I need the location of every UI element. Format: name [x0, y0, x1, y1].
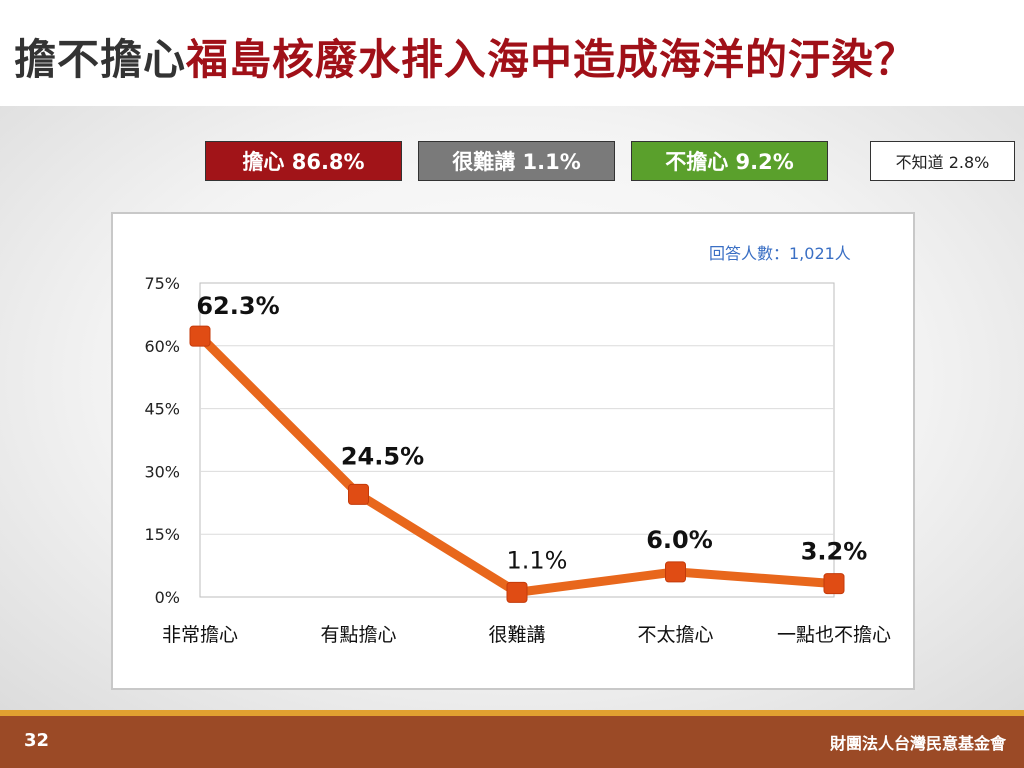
summary-unknown-box: 不知道 2.8%: [870, 141, 1015, 181]
title-part-2: 福島核廢水排入海中造成海洋的汙染？: [186, 35, 918, 84]
data-label: 62.3%: [196, 292, 279, 320]
footer-stripe: [0, 710, 1024, 716]
x-tick-label: 很難講: [488, 624, 545, 646]
data-label: 3.2%: [801, 538, 868, 566]
data-point-marker: [189, 325, 211, 347]
data-point-marker: [665, 561, 686, 583]
y-tick-label: 75%: [144, 274, 180, 293]
data-label: 6.0%: [646, 526, 713, 554]
y-tick-label: 60%: [144, 337, 180, 356]
summary-worried-box: 擔心 86.8%: [205, 141, 402, 181]
summary-not-worried-box: 不擔心 9.2%: [631, 141, 828, 181]
y-tick-label: 45%: [144, 400, 180, 419]
x-tick-label: 不太擔心: [637, 624, 713, 646]
data-point-marker: [823, 573, 845, 595]
data-point-marker: [506, 581, 528, 603]
summary-unknown-label: 不知道 2.8%: [895, 153, 990, 172]
title-part-1: 擔不擔心: [14, 35, 187, 84]
x-tick-label: 非常擔心: [162, 624, 238, 646]
x-tick-label: 有點擔心: [320, 624, 396, 646]
title-bar: 擔不擔心福島核廢水排入海中造成海洋的汙染？: [0, 0, 1024, 106]
page-number: 32: [24, 730, 50, 751]
x-tick-label: 一點也不擔心: [777, 624, 891, 646]
summary-worried-label: 擔心 86.8%: [242, 150, 365, 174]
summary-hard-to-say-label: 很難講 1.1%: [452, 150, 581, 174]
page-title: 擔不擔心福島核廢水排入海中造成海洋的汙染？: [14, 26, 917, 87]
data-label: 1.1%: [507, 546, 568, 574]
summary-not-worried-label: 不擔心 9.2%: [665, 150, 794, 174]
data-point-marker: [348, 483, 369, 505]
y-tick-label: 30%: [144, 462, 180, 481]
organization-name: 財團法人台灣民意基金會: [829, 734, 1006, 753]
y-tick-label: 0%: [155, 588, 180, 607]
data-label: 24.5%: [341, 442, 424, 470]
y-tick-label: 15%: [144, 525, 180, 544]
respondent-count: 回答人數：1,021人: [709, 244, 851, 263]
summary-hard-to-say-box: 很難講 1.1%: [418, 141, 615, 181]
footer: 32 財團法人台灣民意基金會: [0, 716, 1024, 768]
